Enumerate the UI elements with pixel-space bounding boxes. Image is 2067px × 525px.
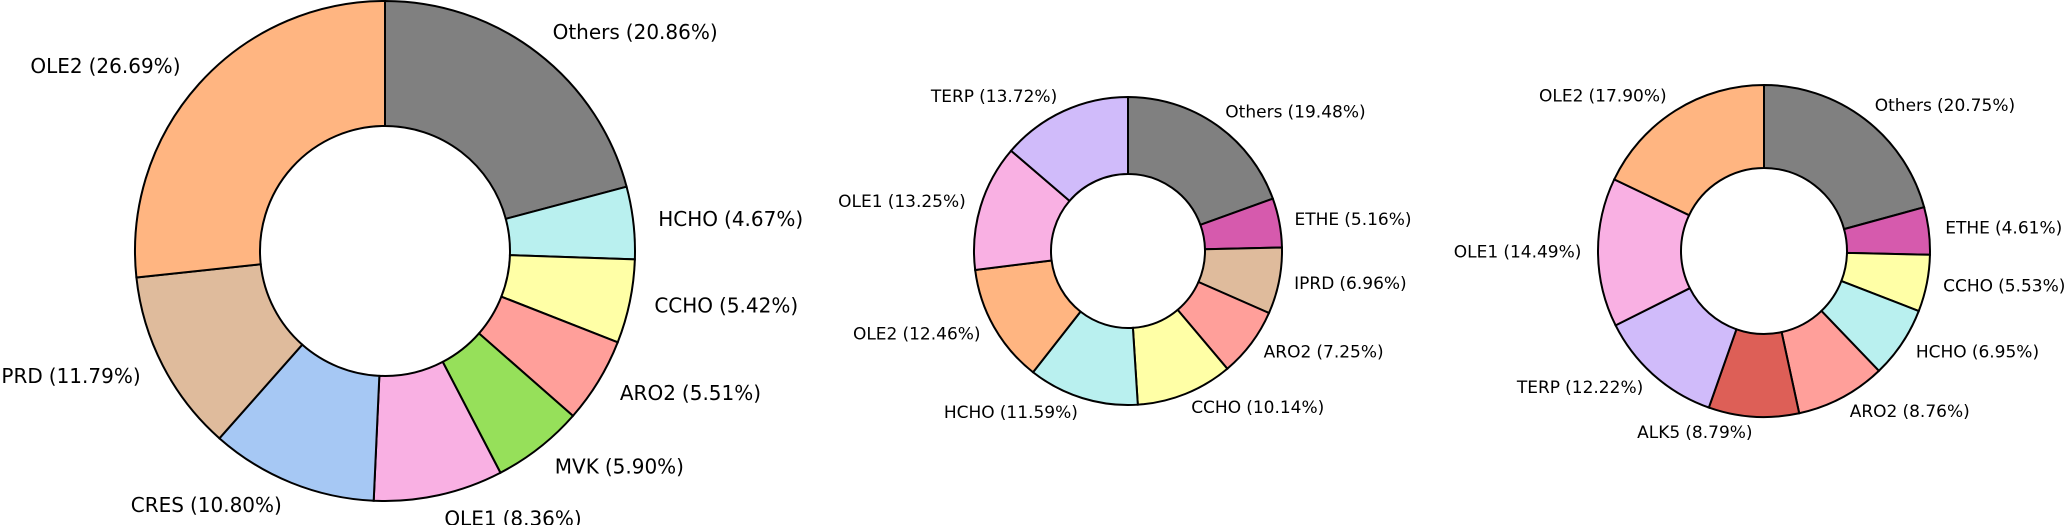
slice [1612,83,1765,217]
slice-label: ARO2 (7.25%) [1264,342,1384,362]
value-label: (20.75%) [1937,96,2015,116]
slice [1597,178,1692,327]
value-label: (11.79%) [49,364,141,388]
value-label: (10.14%) [1246,398,1324,418]
slice-label: Others (19.48%) [1225,102,1365,122]
value-label: (4.61%) [1995,219,2062,239]
slice-label: ETHE (4.61%) [1945,219,2062,239]
slice-label: OLE1 (8.36%) [444,506,581,525]
value-label: (7.25%) [1316,342,1383,362]
category-label: TERP [930,87,974,107]
slice [1127,95,1275,227]
category-label: ETHE [1295,210,1340,230]
donut-chart: Others (20.86%) HCHO (4.67%) CCHO (5.42%) ARO2… [0,0,803,525]
slice-label: TERP (13.72%) [930,87,1057,107]
value-label: (14.49%) [1503,243,1581,263]
category-label: MVK [555,454,600,478]
value-label: (17.90%) [1589,87,1667,107]
value-label: (13.25%) [888,192,966,212]
value-label: (8.76%) [1902,402,1969,422]
value-label: (5.42%) [719,293,798,317]
value-label: (8.36%) [503,506,582,525]
slice-label: OLE1 (13.25%) [838,192,966,212]
value-label: (26.69%) [89,54,181,78]
category-label: ALK5 [1637,423,1680,443]
category-label: ARO2 [1850,402,1898,422]
category-label: OLE2 [853,324,897,344]
category-label: ETHE [1945,219,1990,239]
value-label: (8.79%) [1685,423,1752,443]
category-label: HCHO [944,403,995,423]
value-label: (5.51%) [682,381,761,405]
slice [134,0,386,279]
slice-label: ETHE (5.16%) [1295,210,1412,230]
slice [384,0,628,221]
category-label: CCHO [654,293,713,317]
value-label: (12.46%) [902,324,980,344]
category-label: IPRD [1294,274,1334,294]
slice-label: ARO2 (5.51%) [620,381,761,405]
slice-label: CCHO (5.53%) [1943,277,2065,297]
category-label: CCHO [1943,277,1993,297]
slice-label: TERP (12.22%) [1516,378,1643,398]
category-label: OLE2 [1539,87,1583,107]
slice-label: CCHO (5.42%) [654,293,798,317]
slice-label: HCHO (4.67%) [658,206,803,230]
slice-label: OLE2 (17.90%) [1539,87,1667,107]
slice [135,263,304,440]
category-label: HCHO [1916,342,1967,362]
value-label: (4.67%) [724,206,803,230]
category-label: OLE1 [838,192,882,212]
category-label: Others [1875,96,1932,116]
category-label: Others [553,19,620,43]
slice-label: Others (20.86%) [553,19,718,43]
category-label: ARO2 [1264,342,1312,362]
category-label: OLE1 [1454,243,1498,263]
slice [1763,83,1926,231]
slice-label: OLE2 (26.69%) [30,54,180,78]
value-label: (5.90%) [605,454,684,478]
slice-label: MVK (5.90%) [555,454,684,478]
slice-label: OLE2 (12.46%) [853,324,981,344]
value-label: (6.95%) [1972,342,2039,362]
slice-label: CRES (10.80%) [131,492,282,516]
category-label: TERP [1516,378,1560,398]
slice-label: Others (20.75%) [1875,96,2015,116]
value-label: (6.96%) [1339,274,1406,294]
category-label: CCHO [1191,398,1241,418]
slice-label: ARO2 (8.76%) [1850,402,1970,422]
slice [1009,95,1129,203]
value-label: (19.48%) [1288,102,1366,122]
slice-label: ALK5 (8.79%) [1637,423,1752,443]
donut-chart: Others (20.75%) ETHE (4.61%) CCHO (5.53%) HCHO… [1454,83,2065,443]
slice-label: HCHO (11.59%) [944,403,1078,423]
slice-label: OLE1 (14.49%) [1454,243,1582,263]
category-label: HCHO [658,206,718,230]
value-label: (5.53%) [1998,277,2065,297]
slice-label: IPRD (6.96%) [1294,274,1407,294]
category-label: Others [1225,102,1282,122]
value-label: (20.86%) [626,19,718,43]
category-label: CRES [131,492,184,516]
value-label: (11.59%) [1000,403,1078,423]
category-label: OLE1 [444,506,496,525]
donut-chart: Others (19.48%) ETHE (5.16%) IPRD (6.96%) ARO2… [838,87,1411,423]
category-label: OLE2 [30,54,82,78]
value-label: (10.80%) [190,492,282,516]
category-label: ARO2 [620,381,676,405]
category-label: IPRD [0,364,43,388]
slice-label: IPRD (11.79%) [0,364,141,388]
slice-label: HCHO (6.95%) [1916,342,2039,362]
slice-label: CCHO (10.14%) [1191,398,1324,418]
value-label: (5.16%) [1344,210,1411,230]
value-label: (13.72%) [979,87,1057,107]
value-label: (12.22%) [1565,378,1643,398]
